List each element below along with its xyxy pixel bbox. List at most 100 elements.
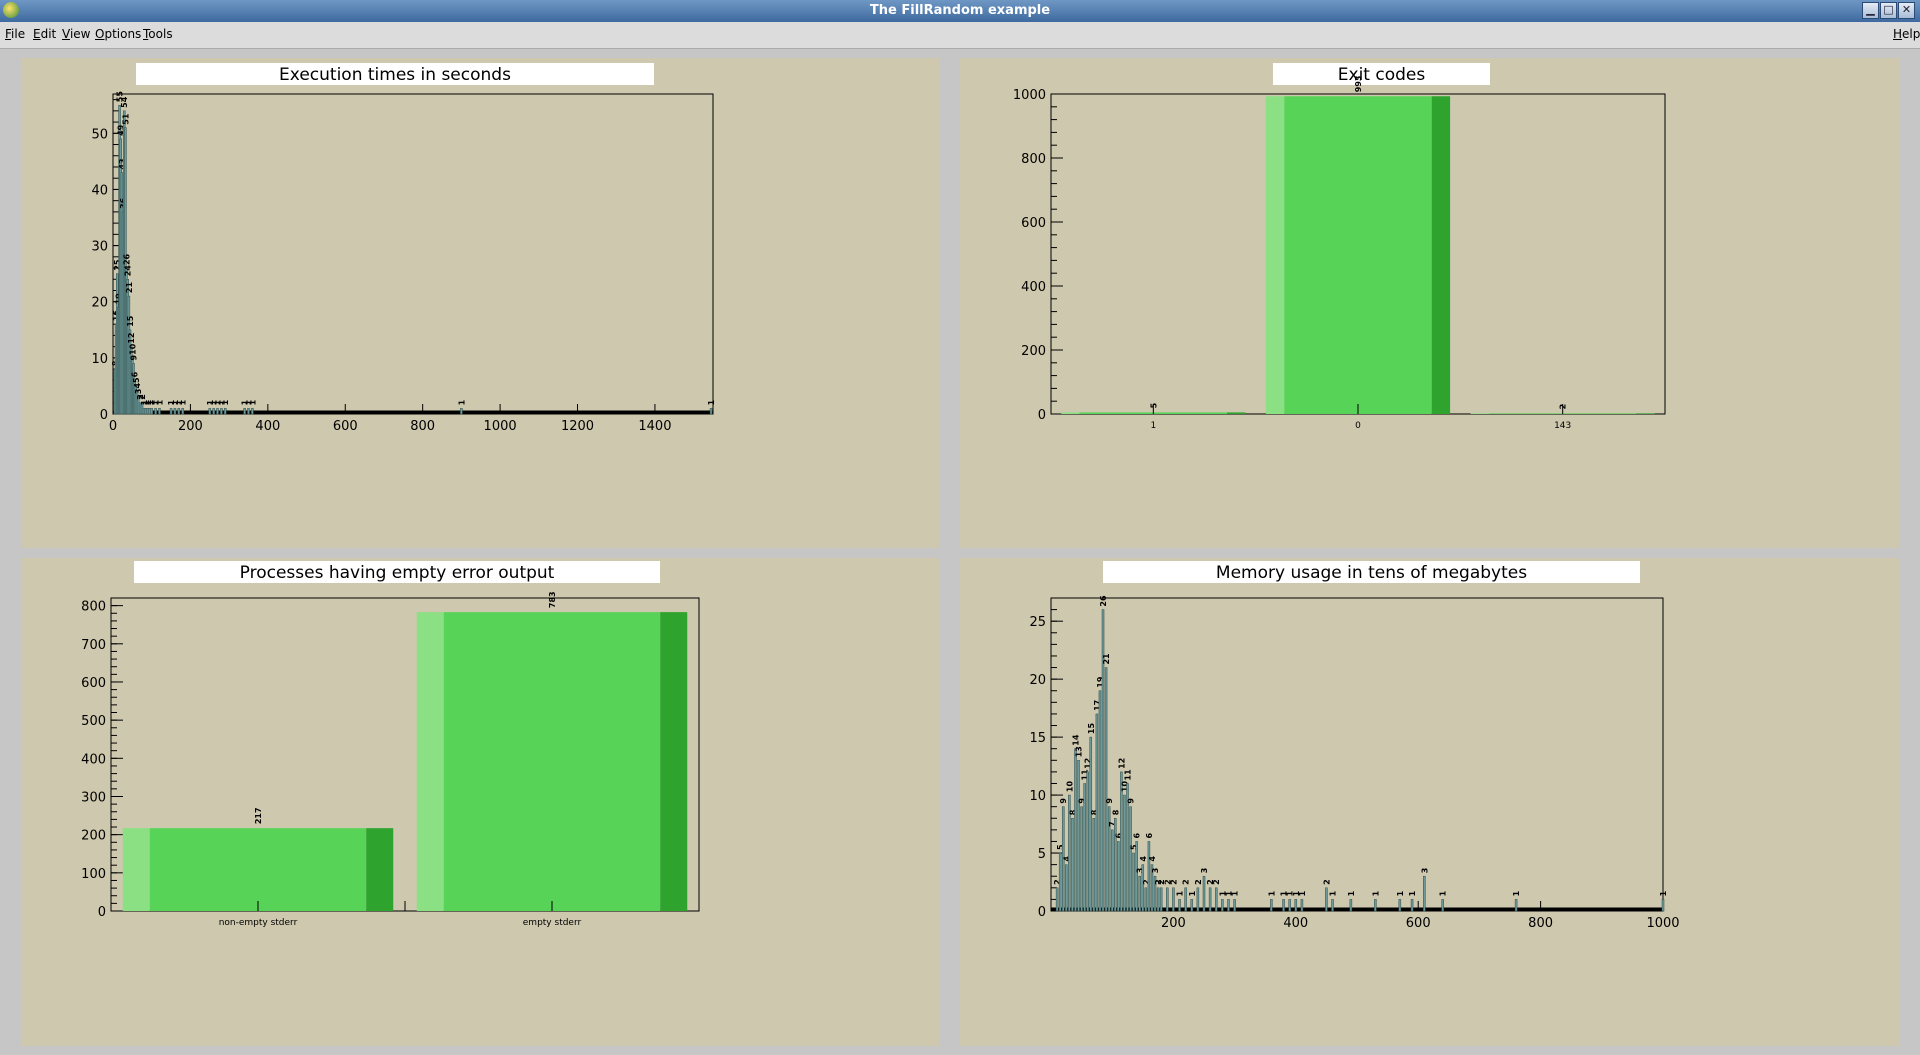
plot-frame [1050,597,1664,912]
bar-value-label: 1 [140,399,149,405]
histogram-bar [1080,806,1083,912]
bar-value-label: 6 [1114,832,1123,838]
minimize-icon[interactable]: ▁ [1862,2,1879,19]
menu-file[interactable]: File [5,27,26,41]
bar-value-label: 49 [117,124,126,136]
y-tick-label: 40 [91,183,108,198]
y-tick-label: 0 [98,905,106,920]
menu-bar: File Edit View Options Tools Help [0,22,1920,49]
histogram-bar [1423,875,1426,912]
histogram-bar [247,408,250,415]
y-tick-label: 600 [1021,216,1046,231]
bar-left-highlight [1265,96,1285,415]
histogram-bar [1172,887,1175,912]
close-icon[interactable]: ✕ [1898,2,1915,19]
bar [1284,96,1432,415]
y-tick-label: 800 [81,600,106,615]
bar-value-label: 1 [167,399,176,405]
histogram-bar [1123,794,1126,912]
bar-value-label: 2 [136,394,145,400]
bar-value-label: 2 [1053,879,1062,885]
bar-value-label: 26 [123,253,132,265]
histogram-bar [1117,841,1120,912]
menu-help[interactable]: Help [1893,27,1920,41]
histogram-bar [1114,818,1117,912]
histogram-bar [212,408,215,415]
y-tick-label: 200 [81,829,106,844]
histogram-bar [1089,736,1093,912]
y-tick-label: 50 [91,127,108,142]
bar-right-shade [1227,412,1246,414]
bar-value-label: 2 [1206,879,1215,885]
bar-value-label: 2 [1163,879,1172,885]
y-tick-label: 0 [100,408,108,423]
bar-value-label: 10 [1065,781,1074,793]
bar-value-label: 2 [1154,879,1163,885]
bar-value-label: 51 [121,113,130,125]
bar-value-label: 1 [1659,890,1668,896]
bar-value-label: 9 [1078,798,1087,804]
bar-value-label: 54 [120,96,129,108]
bar-value-label: 10 [128,343,137,355]
bar-value-label: 3 [1200,868,1209,874]
histogram-bar [1074,748,1077,912]
bar-value-label: 17 [1093,700,1102,711]
bar-value-label: 3 [1136,868,1145,874]
menu-tools[interactable]: Tools [143,27,173,41]
bar-right-shade [366,828,394,911]
bar-value-label: 10 [1120,781,1129,793]
x-tick-label: 400 [255,419,280,434]
histogram-bar [1120,771,1123,912]
bar-value-label: 26 [1099,595,1108,607]
histogram-bar [251,408,254,415]
bar-value-label: 55 [116,91,125,103]
histogram-bar [220,408,223,415]
bar-value-label: 993 [1354,76,1363,93]
histogram-bar [709,408,713,415]
chart-title: Processes having empty error output [240,563,555,583]
bar-value-label: 12 [1084,758,1093,769]
x-tick-label: 0 [109,419,117,434]
bar-value-label: 1 [221,399,230,405]
bar-value-label: 1 [214,399,223,405]
bar-right-shade [1636,413,1655,414]
x-tick-label: 1000 [484,419,517,434]
memory-usage-chart: Memory usage in tens of megabytes0510152… [1029,561,1680,931]
histogram-bar [1233,899,1236,912]
x-tick-label: 800 [410,419,435,434]
menu-edit[interactable]: Edit [33,27,57,41]
histogram-bar [173,408,177,415]
bar-value-label: 2 [1169,879,1178,885]
bar-left-highlight [122,828,150,911]
bar-value-label: 11 [1124,769,1133,781]
x-category-label: 0 [1355,421,1361,431]
bar-value-label: 3 [1420,868,1429,874]
x-category-label: 143 [1554,421,1571,431]
y-tick-label: 100 [81,867,106,882]
bar-value-label: 1 [1512,890,1521,896]
bar-value-label: 2 [138,394,147,400]
bar-value-label: 1 [146,399,155,405]
title-box [134,561,660,583]
x-tick-label: 800 [1528,916,1553,931]
maximize-icon[interactable]: □ [1880,2,1897,19]
x-tick-label: 200 [1161,916,1186,931]
menu-view[interactable]: View [62,27,91,41]
histogram-bar [216,408,219,415]
y-tick-label: 1000 [1013,88,1046,103]
bar-value-label: 1 [1347,890,1356,896]
bar-value-label: 1 [1267,890,1276,896]
histogram-bar [224,408,227,415]
histogram-bar [1294,899,1298,912]
histogram-bar [1398,899,1402,912]
bar-value-label: 12 [1117,758,1126,769]
bar-value-label: 783 [548,591,557,608]
y-tick-label: 30 [91,240,108,255]
menu-options[interactable]: Options [95,27,142,41]
x-tick-label: 600 [333,419,358,434]
app-icon [3,2,19,18]
bar-value-label: 11 [1081,769,1090,781]
bar-value-label: 1 [144,399,153,405]
bar-value-label: 4 [133,383,142,389]
chart-title: Exit codes [1338,65,1426,85]
